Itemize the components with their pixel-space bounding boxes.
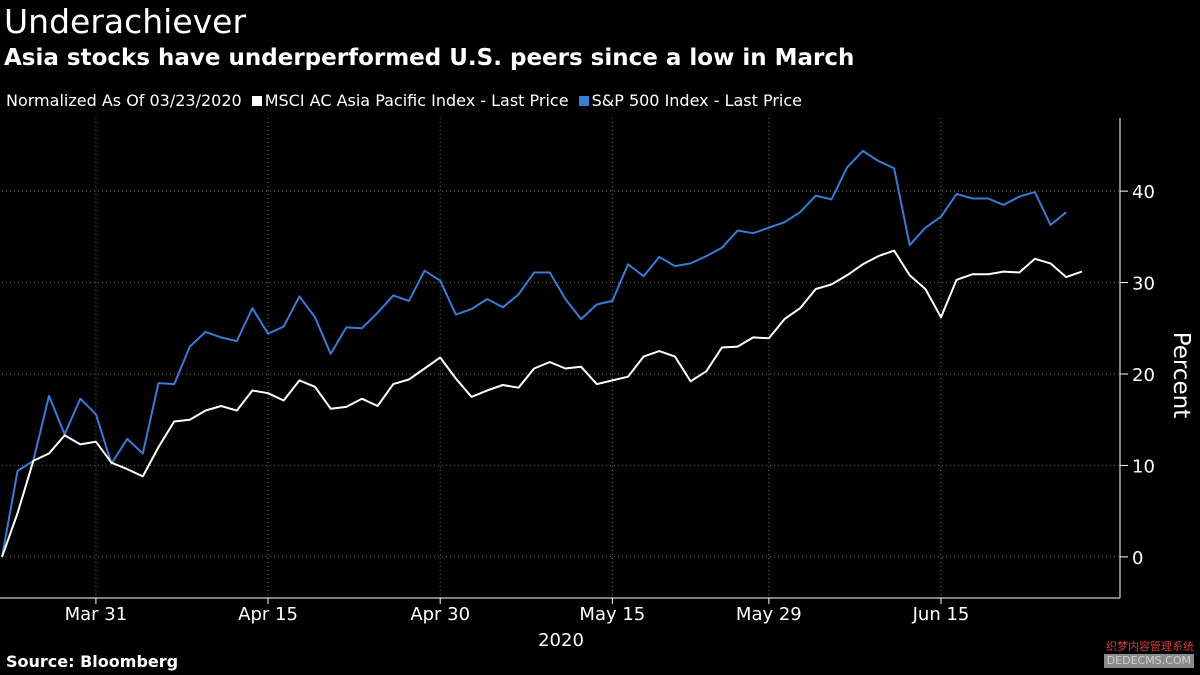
x-tick-label-mar-31: Mar 31 [65, 604, 128, 625]
legend-item-sp500: S&P 500 Index - Last Price [578, 91, 803, 110]
x-year-label: 2020 [538, 630, 584, 651]
axis-layer [0, 118, 1128, 604]
source-note: Source: Bloomberg [6, 652, 179, 671]
y-tick-label-0: 0 [1132, 548, 1143, 569]
legend: Normalized As Of 03/23/2020 MSCI AC Asia… [6, 91, 802, 110]
y-axis-title: Percent [1168, 332, 1194, 419]
y-tick-label-40: 40 [1132, 182, 1155, 203]
chart-title: Underachiever [4, 2, 247, 41]
series-line-msci [1, 249, 1083, 558]
y-tick-label-20: 20 [1132, 365, 1155, 386]
x-tick-label-may-29: May 29 [736, 604, 802, 625]
x-tick-label-may-15: May 15 [579, 604, 645, 625]
watermark-line-2: DEDECMS.COM [1103, 654, 1194, 668]
watermark: 织梦内容管理系统 DEDECMS.COM [1103, 640, 1194, 668]
grid-layer [2, 118, 1120, 598]
legend-item-msci: MSCI AC Asia Pacific Index - Last Price [251, 91, 569, 110]
y-tick-label-10: 10 [1132, 456, 1155, 477]
watermark-line-1: 织梦内容管理系统 [1106, 640, 1194, 653]
x-tick-label-apr-30: Apr 30 [410, 604, 470, 625]
series-layer [1, 149, 1083, 558]
chart-subtitle: Asia stocks have underperformed U.S. pee… [4, 45, 855, 71]
x-tick-label-jun-15: Jun 15 [912, 604, 970, 625]
legend-swatch-sp500 [578, 95, 589, 106]
legend-label-sp500: S&P 500 Index - Last Price [591, 91, 803, 110]
legend-note: Normalized As Of 03/23/2020 [6, 91, 242, 110]
legend-label-msci: MSCI AC Asia Pacific Index - Last Price [264, 91, 569, 110]
label-layer: 0 10 20 30 40 Mar 31 Apr 15 Apr 30 May 15 May 29 J… [65, 182, 1194, 651]
series-line-sp500 [1, 149, 1067, 558]
y-tick-label-30: 30 [1132, 274, 1155, 295]
legend-swatch-msci [251, 95, 262, 106]
x-tick-label-apr-15: Apr 15 [238, 604, 298, 625]
